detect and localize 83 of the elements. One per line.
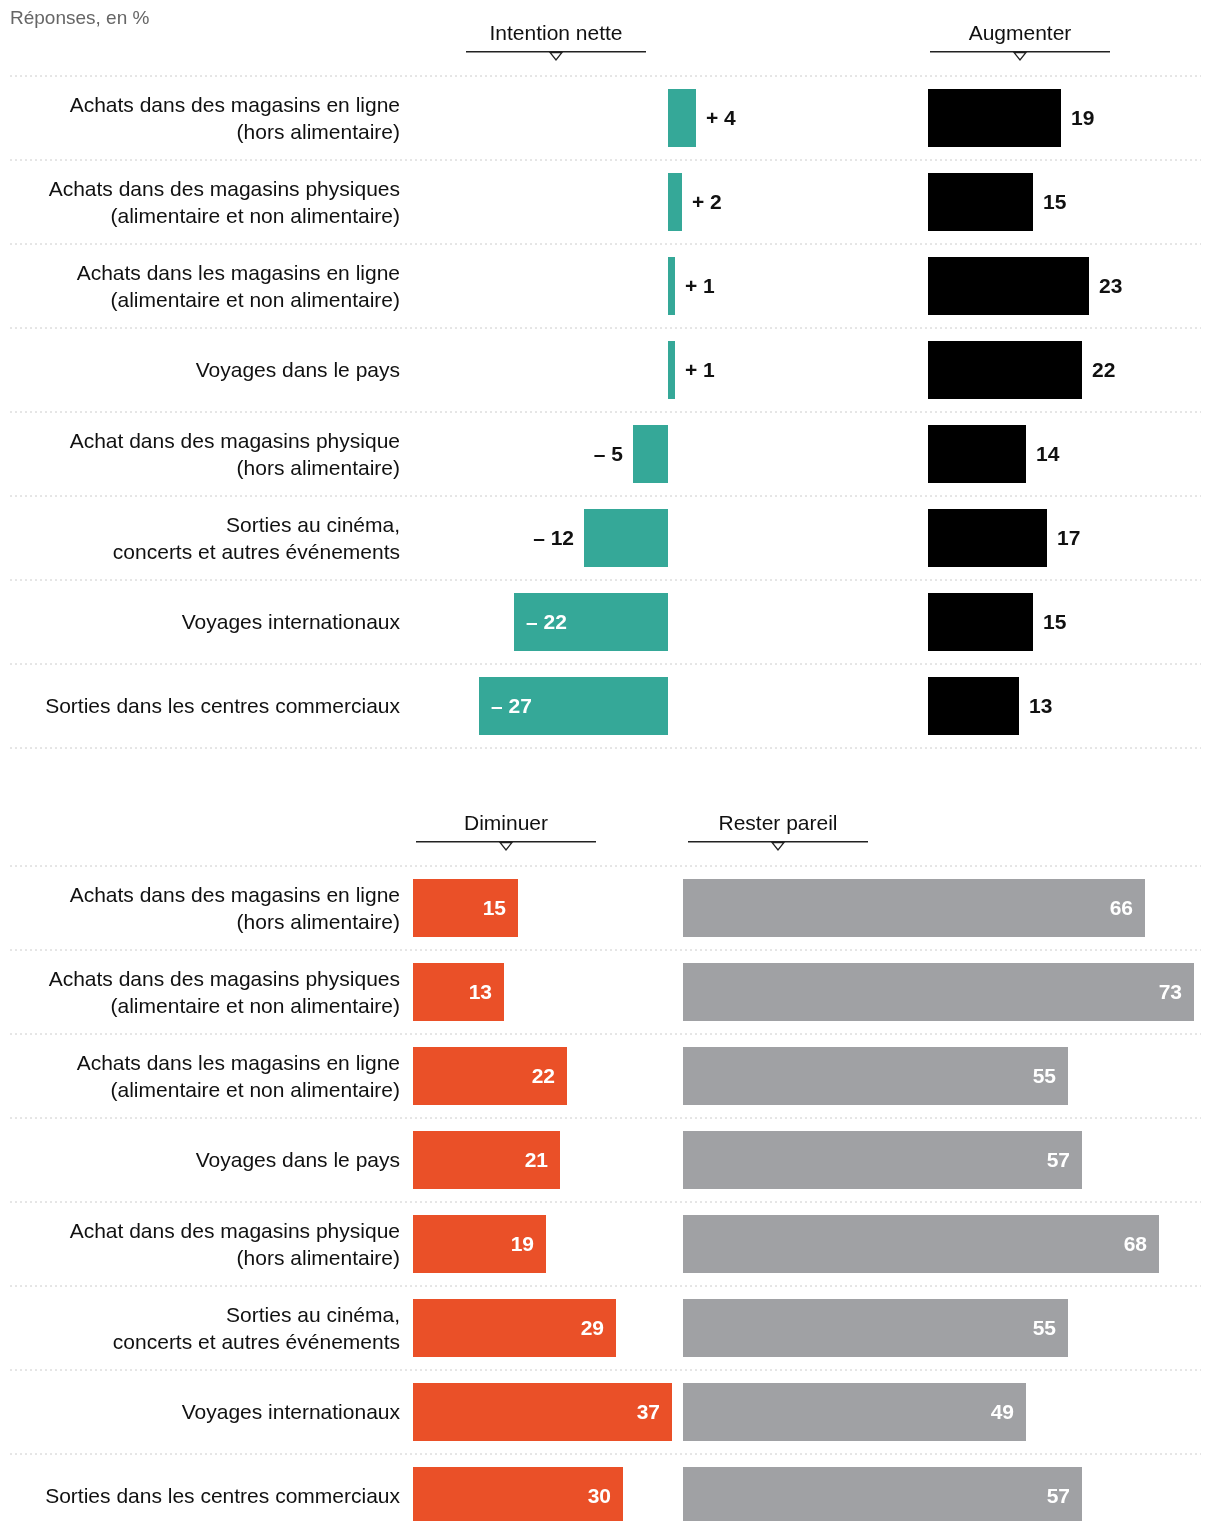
data-label: + 1 <box>685 274 716 297</box>
data-label: + 2 <box>692 190 722 213</box>
bar <box>413 1215 546 1273</box>
chart-title: Diminuer <box>463 811 549 834</box>
y-tick-label: Achats dans des magasins physiques (alimentaire et non alimentaire) <box>48 967 400 1017</box>
data-label: 14 <box>1036 442 1060 465</box>
y-tick-label: Achat dans des magasins physique (hors alimentaire) <box>69 429 400 479</box>
data-label: 19 <box>1071 106 1095 129</box>
text: Réponses, en % <box>10 7 150 28</box>
data-label: – 5 <box>593 442 624 465</box>
bar <box>413 1383 672 1441</box>
bar <box>668 173 682 231</box>
data-label: + 1 <box>685 358 716 381</box>
bar <box>413 1299 616 1357</box>
data-label: + 4 <box>706 106 737 129</box>
bar <box>928 341 1082 399</box>
data-label: 37 <box>636 1400 660 1423</box>
y-tick-label: Achats dans des magasins en ligne (hors alimentaire) <box>69 93 400 143</box>
data-label: 73 <box>1158 980 1182 1003</box>
bar <box>668 341 675 399</box>
bar <box>683 1131 1082 1189</box>
data-label: 22 <box>1092 358 1116 381</box>
y-tick-label: Sorties dans les centres commerciaux <box>45 1484 401 1507</box>
data-label: 15 <box>1043 190 1067 213</box>
y-tick-label: Achats dans les magasins en ligne (alimentaire et non alimentaire) <box>76 1051 400 1101</box>
bar <box>514 593 668 651</box>
data-label: 15 <box>482 896 507 919</box>
data-label: 21 <box>524 1148 549 1171</box>
y-tick-label: Achat dans des magasins physique (hors alimentaire) <box>69 1219 400 1269</box>
bar <box>683 1215 1159 1273</box>
y-tick-label: Achats dans des magasins physiques (alimentaire et non alimentaire) <box>48 177 400 227</box>
bar <box>928 257 1089 315</box>
bar <box>683 1383 1026 1441</box>
data-label: 55 <box>1032 1064 1057 1087</box>
y-tick-label: Sorties au cinéma, concerts et autres événements <box>112 1303 400 1353</box>
bar <box>479 677 668 735</box>
y-tick-label: Voyages internationaux <box>181 610 401 633</box>
y-tick-label: Sorties au cinéma, concerts et autres événements <box>112 513 400 563</box>
bar <box>683 879 1145 937</box>
data-label: 13 <box>468 980 492 1003</box>
chart-title: Rester pareil <box>718 811 838 834</box>
data-label: – 27 <box>491 694 532 717</box>
chart-title: Augmenter <box>968 21 1072 44</box>
bar <box>413 963 504 1021</box>
bar <box>928 593 1033 651</box>
bar <box>668 89 696 147</box>
data-label: 68 <box>1123 1232 1148 1255</box>
bar <box>928 89 1061 147</box>
bar <box>928 425 1026 483</box>
bar <box>584 509 668 567</box>
bar <box>683 1299 1068 1357</box>
y-tick-label: Sorties dans les centres commerciaux <box>45 694 401 717</box>
bar <box>928 677 1019 735</box>
data-label: 49 <box>990 1400 1014 1423</box>
data-label: 55 <box>1032 1316 1057 1339</box>
data-label: 30 <box>587 1484 611 1507</box>
data-label: – 12 <box>533 526 574 549</box>
data-label: 23 <box>1099 274 1123 297</box>
data-label: 29 <box>580 1316 604 1339</box>
y-tick-label: Voyages dans le pays <box>195 358 400 381</box>
bar <box>413 1131 560 1189</box>
bar <box>683 1047 1068 1105</box>
data-label: 19 <box>510 1232 534 1255</box>
bar <box>928 173 1033 231</box>
bar <box>668 257 675 315</box>
data-label: 17 <box>1057 526 1081 549</box>
data-label: 15 <box>1043 610 1067 633</box>
data-label: 57 <box>1046 1484 1070 1507</box>
data-label: 66 <box>1109 896 1133 919</box>
data-label: 22 <box>531 1064 555 1087</box>
data-label: – 22 <box>526 610 567 633</box>
bar <box>928 509 1047 567</box>
y-tick-label: Voyages dans le pays <box>195 1148 400 1171</box>
data-label: 57 <box>1046 1148 1070 1171</box>
y-tick-label: Voyages internationaux <box>181 1400 401 1423</box>
chart-title: Intention nette <box>489 21 623 44</box>
bar <box>633 425 668 483</box>
bar <box>413 1047 567 1105</box>
bar <box>683 963 1194 1021</box>
data-label: 13 <box>1029 694 1053 717</box>
y-tick-label: Achats dans des magasins en ligne (hors alimentaire) <box>69 883 400 933</box>
bar <box>413 879 518 937</box>
y-tick-label: Achats dans les magasins en ligne (alimentaire et non alimentaire) <box>76 261 400 311</box>
